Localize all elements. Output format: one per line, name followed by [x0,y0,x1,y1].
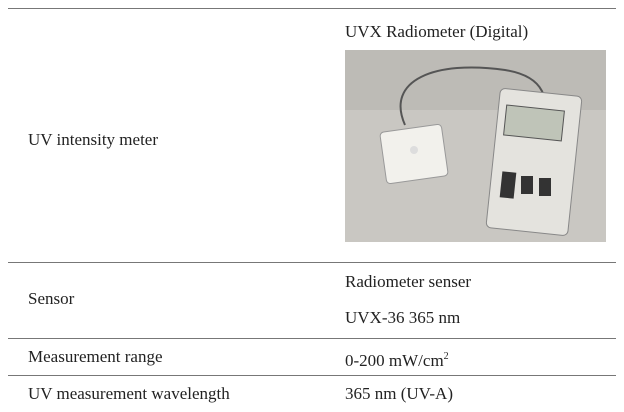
cell: Measurement range [28,347,163,367]
cell-text: 0-200 mW/cm [345,351,444,370]
cell: Sensor [28,289,74,309]
cell: Radiometer senser [345,272,471,292]
rule [8,375,616,376]
cell: UVX Radiometer (Digital) [345,22,528,42]
cell: 365 nm (UV-A) [345,384,453,404]
rule [8,262,616,263]
rule [8,8,616,9]
cell: UV intensity meter [28,130,158,150]
cell: UVX-36 365 nm [345,308,460,328]
cell: UV measurement wavelength [28,384,230,404]
cell: 0-200 mW/cm2 [345,347,449,371]
rule [8,338,616,339]
superscript: 2 [444,351,449,362]
page: {"table": {"rows": [ ["UV intensity mete… [0,0,624,412]
product-photo [345,50,606,242]
